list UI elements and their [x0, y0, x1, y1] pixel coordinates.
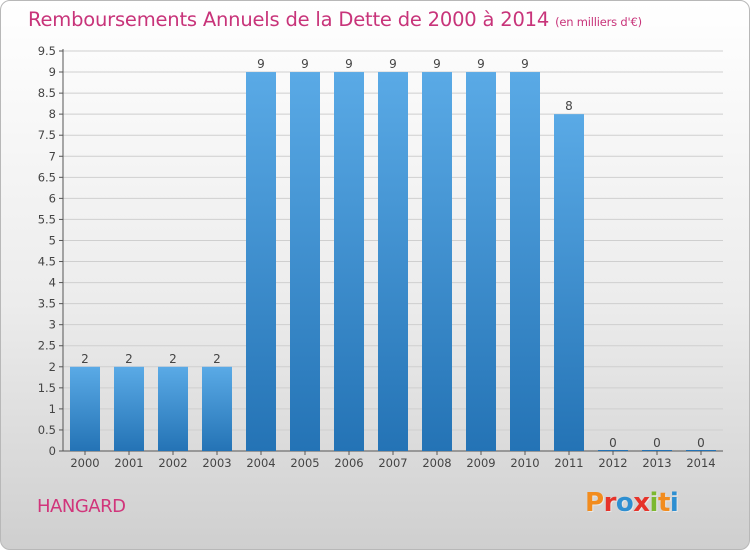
y-tick-label: 2.5 — [38, 339, 56, 353]
chart-title-block: Remboursements Annuels de la Dette de 20… — [28, 8, 642, 31]
data-label-2011: 8 — [565, 99, 573, 113]
data-labels: 2 2 2 2 9 9 9 9 9 9 9 8 0 0 0 — [81, 57, 705, 450]
y-tick-label: 6.5 — [38, 170, 56, 184]
x-tick-label-2014: 2014 — [686, 456, 715, 470]
y-tick-label: 9 — [49, 65, 56, 79]
data-label-2010: 9 — [521, 57, 529, 71]
x-tick-label-2004: 2004 — [246, 456, 275, 470]
data-label-2005: 9 — [301, 57, 309, 71]
y-tick-label: 4.5 — [38, 255, 56, 269]
y-tick-label: 0.5 — [38, 423, 56, 437]
proxiti-logo: Proxiti — [585, 488, 679, 518]
logo-letter: o — [615, 488, 634, 518]
x-tick-label-2013: 2013 — [642, 456, 671, 470]
data-label-2004: 9 — [257, 57, 265, 71]
y-tick-label: 3.5 — [38, 297, 56, 311]
bar-2001 — [114, 366, 144, 451]
y-tick-label: 7 — [49, 149, 56, 163]
x-tick-label-2001: 2001 — [114, 456, 143, 470]
x-tick-label-2005: 2005 — [290, 456, 319, 470]
bar-2002 — [158, 366, 188, 451]
x-tick-label-2011: 2011 — [554, 456, 583, 470]
y-tick-label: 6 — [49, 191, 56, 205]
y-tick-label: 1 — [49, 402, 56, 416]
y-tick-label: 7.5 — [38, 128, 56, 142]
y-tick-label: 8.5 — [38, 86, 56, 100]
bars — [70, 72, 716, 451]
logo-letter: P — [585, 488, 604, 518]
bar-2003 — [202, 366, 232, 451]
y-tick-label: 9.5 — [38, 44, 56, 58]
data-label-2009: 9 — [477, 57, 485, 71]
x-tick-label-2009: 2009 — [466, 456, 495, 470]
y-tick-label: 1.5 — [38, 381, 56, 395]
x-tick-label-2007: 2007 — [378, 456, 407, 470]
x-tick-label-2000: 2000 — [70, 456, 99, 470]
bar-2000 — [70, 366, 100, 451]
data-label-2012: 0 — [609, 436, 617, 450]
bar-2005 — [290, 72, 320, 451]
data-label-2002: 2 — [169, 352, 177, 366]
data-label-2013: 0 — [653, 436, 661, 450]
data-label-2003: 2 — [213, 352, 221, 366]
x-tick-label-2006: 2006 — [334, 456, 363, 470]
data-label-2008: 9 — [433, 57, 441, 71]
data-label-2006: 9 — [345, 57, 353, 71]
bar-2010 — [510, 72, 540, 451]
bar-2009 — [466, 72, 496, 451]
commune-name: HANGARD — [37, 496, 126, 517]
y-tick-label: 8 — [49, 107, 56, 121]
y-tick-label: 3 — [49, 318, 56, 332]
logo-letter: i — [669, 488, 679, 518]
bar-2011 — [554, 114, 584, 451]
y-tick-label: 4 — [49, 276, 56, 290]
bar-2007 — [378, 72, 408, 451]
x-tick-label-2012: 2012 — [598, 456, 627, 470]
data-label-2007: 9 — [389, 57, 397, 71]
y-tick-label: 2 — [49, 360, 56, 374]
bar-2008 — [422, 72, 452, 451]
data-label-2000: 2 — [81, 352, 89, 366]
bar-2004 — [246, 72, 276, 451]
x-tick-label-2002: 2002 — [158, 456, 187, 470]
logo-letter: x — [633, 488, 650, 518]
logo-letter: r — [603, 488, 617, 518]
y-tick-label: 5.5 — [38, 212, 56, 226]
chart-subtitle: (en milliers d'€) — [555, 15, 642, 29]
x-tick-label-2008: 2008 — [422, 456, 451, 470]
bar-2006 — [334, 72, 364, 451]
data-label-2014: 0 — [697, 436, 705, 450]
x-tick-label-2003: 2003 — [202, 456, 231, 470]
y-tick-label: 0 — [49, 444, 56, 458]
logo-letter: i — [649, 488, 659, 518]
chart-title: Remboursements Annuels de la Dette de 20… — [28, 8, 550, 31]
x-tick-labels: 2000 2001 2002 2003 2004 2005 2006 2007 2008 2009… — [70, 456, 715, 470]
x-tick-label-2010: 2010 — [510, 456, 539, 470]
logo-letter: t — [657, 488, 670, 518]
y-tick-label: 5 — [49, 233, 56, 247]
y-tick-labels: 0 0.5 1 1.5 2 2.5 3 3.5 4 4.5 5 5.5 6 6.5 7 7.5 8 8.5 9 9.5 — [38, 44, 56, 458]
data-label-2001: 2 — [125, 352, 133, 366]
